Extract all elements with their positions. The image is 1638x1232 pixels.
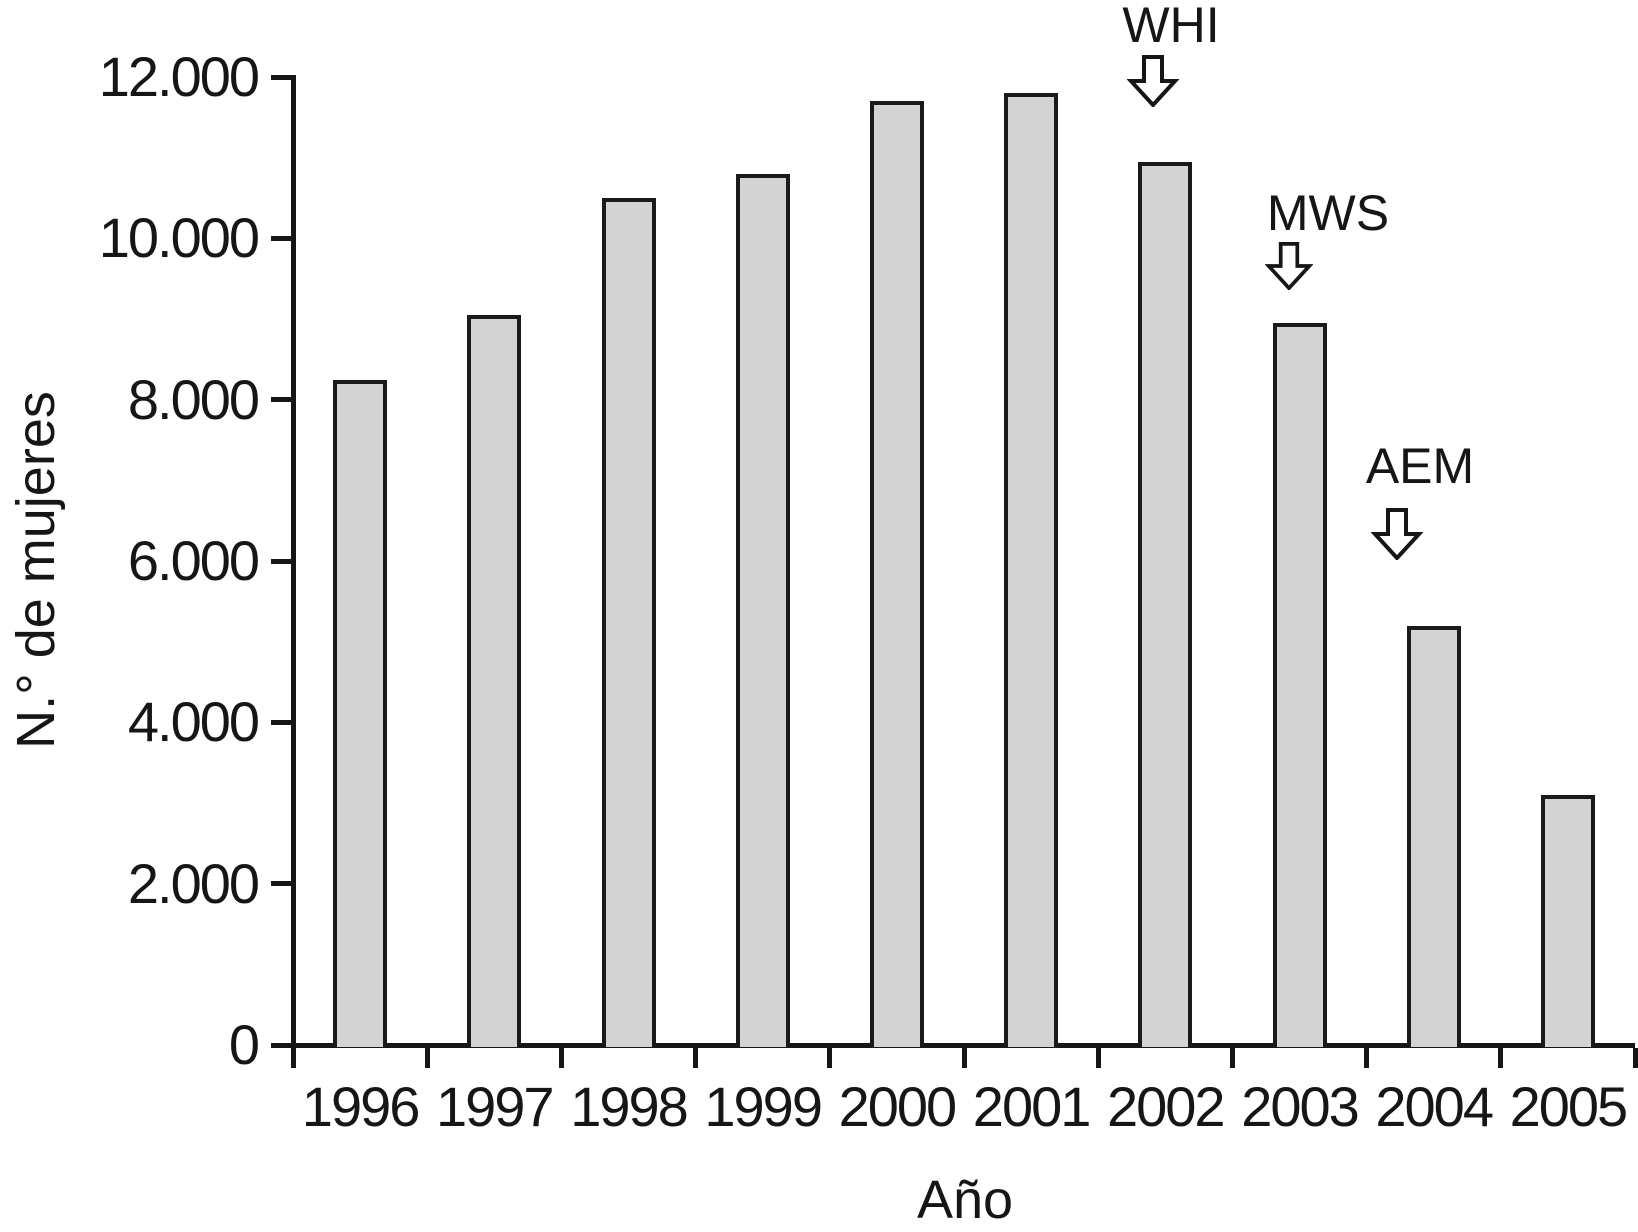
x-tick-label-2004: 2004 [1375, 1075, 1494, 1138]
y-tick [271, 397, 291, 403]
x-tick [1632, 1048, 1638, 1068]
annotation-label-aem: AEM [1365, 438, 1475, 494]
y-tick-label: 8.000 [127, 367, 260, 431]
x-axis-title: Año [916, 1170, 1014, 1230]
x-tick [1229, 1048, 1235, 1068]
y-tick-label: 6.000 [127, 529, 260, 592]
y-tick [271, 558, 291, 564]
x-tick-label-1998: 1998 [570, 1075, 689, 1138]
bar-1997 [467, 314, 522, 1047]
down-arrow-icon [1264, 242, 1314, 291]
y-tick-label: 4.000 [127, 690, 260, 754]
annotation-label-mws: MWS [1266, 185, 1390, 241]
x-tick [1498, 1048, 1504, 1068]
x-tick [1364, 1048, 1370, 1068]
y-tick [271, 74, 291, 80]
x-tick-label-2002: 2002 [1107, 1075, 1226, 1138]
bar-1998 [601, 198, 656, 1047]
bar-2001 [1004, 93, 1059, 1047]
bar-2003 [1272, 323, 1327, 1047]
down-arrow-icon [1370, 508, 1424, 561]
x-tick-label-1997: 1997 [436, 1075, 555, 1138]
x-tick [827, 1048, 833, 1068]
x-tick-label-2001: 2001 [972, 1075, 1092, 1138]
x-tick [961, 1048, 967, 1068]
x-tick [558, 1048, 564, 1068]
x-tick-label-2003: 2003 [1241, 1075, 1360, 1138]
x-tick-label-2005: 2005 [1509, 1075, 1629, 1138]
bar-2000 [869, 101, 924, 1047]
y-tick [271, 719, 291, 725]
x-tick [290, 1048, 296, 1068]
x-axis-line [291, 1043, 1635, 1048]
x-tick [1095, 1048, 1101, 1068]
x-tick-label-1996: 1996 [301, 1075, 421, 1138]
y-tick [271, 1042, 291, 1048]
y-tick-label: 2.000 [127, 851, 260, 915]
x-tick-label-1999: 1999 [704, 1075, 823, 1138]
bar-2004 [1406, 625, 1461, 1047]
bar-2002 [1138, 161, 1193, 1047]
annotation-label-whi: WHI [1122, 0, 1220, 53]
bar-1996 [333, 379, 388, 1047]
bar-2005 [1540, 794, 1595, 1047]
x-tick-label-2000: 2000 [838, 1075, 958, 1138]
y-tick [271, 235, 291, 241]
x-tick [693, 1048, 699, 1068]
y-axis-line [291, 75, 296, 1047]
y-tick [271, 881, 291, 887]
bar-1999 [735, 173, 790, 1047]
y-tick-label: 0 [228, 1013, 260, 1076]
down-arrow-icon [1126, 55, 1180, 108]
y-tick-label: 10.000 [98, 206, 260, 270]
x-tick [424, 1048, 430, 1068]
y-tick-label: 12.000 [98, 45, 260, 108]
